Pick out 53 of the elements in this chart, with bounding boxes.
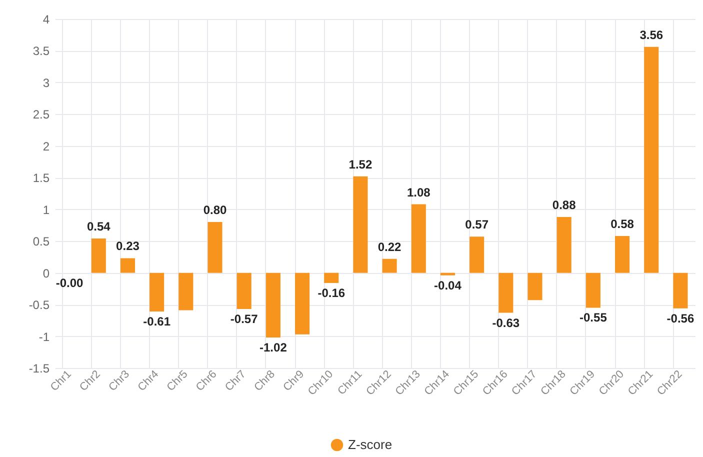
- data-label: 3.56: [640, 28, 664, 42]
- bar: [353, 176, 368, 273]
- bar: [586, 272, 600, 308]
- y-tick-label: -1: [38, 330, 50, 344]
- data-label: -0.16: [318, 286, 346, 300]
- y-tick-label: 4: [42, 12, 50, 26]
- data-label: -0.55: [580, 310, 608, 325]
- bar: [556, 216, 572, 273]
- data-label: 0.57: [465, 218, 489, 232]
- y-tick-label: 0: [42, 266, 50, 280]
- bar: [178, 272, 194, 310]
- bar: [644, 46, 659, 273]
- bar: [150, 272, 164, 312]
- data-label: 0.22: [378, 240, 402, 254]
- bar: [498, 272, 514, 313]
- data-label: -0.04: [434, 278, 462, 292]
- bar: [120, 258, 135, 273]
- bar: [295, 272, 310, 334]
- data-label: 0.54: [86, 220, 111, 234]
- y-tick-label: 1.5: [32, 171, 50, 186]
- data-label: 0.88: [552, 198, 576, 212]
- y-tick-label: 1: [42, 202, 50, 217]
- data-label: -0.00: [56, 276, 84, 290]
- data-label: 0.23: [116, 239, 140, 254]
- bar: [411, 204, 426, 273]
- data-label: -0.63: [492, 316, 520, 330]
- bar: [440, 272, 455, 276]
- data-label: 0.58: [610, 217, 634, 232]
- data-label: -0.56: [666, 311, 694, 326]
- bar: [470, 236, 484, 273]
- y-tick-label: -0.5: [28, 298, 50, 312]
- y-tick-label: 3: [42, 76, 50, 90]
- bar: [91, 238, 106, 273]
- bar: [528, 272, 542, 300]
- legend-label: Z-score: [348, 437, 392, 452]
- bar: [673, 272, 688, 308]
- data-label: 0.80: [203, 203, 227, 218]
- y-tick-label: 0.5: [32, 234, 50, 249]
- bar: [324, 272, 339, 283]
- bar: [615, 236, 630, 273]
- y-tick-label: -1.5: [28, 362, 50, 376]
- bar: [382, 258, 397, 273]
- y-tick-label: 2.5: [32, 108, 50, 122]
- data-label: 1.52: [348, 157, 372, 172]
- data-label: -0.57: [230, 312, 258, 326]
- data-label: 1.08: [406, 185, 431, 200]
- bar: [236, 272, 252, 309]
- bar: [208, 222, 222, 273]
- data-label: -0.61: [143, 314, 171, 329]
- y-tick-label: 3.5: [32, 44, 50, 58]
- data-label: -1.02: [260, 340, 288, 355]
- bar: [266, 272, 280, 338]
- y-tick-label: 2: [42, 139, 50, 154]
